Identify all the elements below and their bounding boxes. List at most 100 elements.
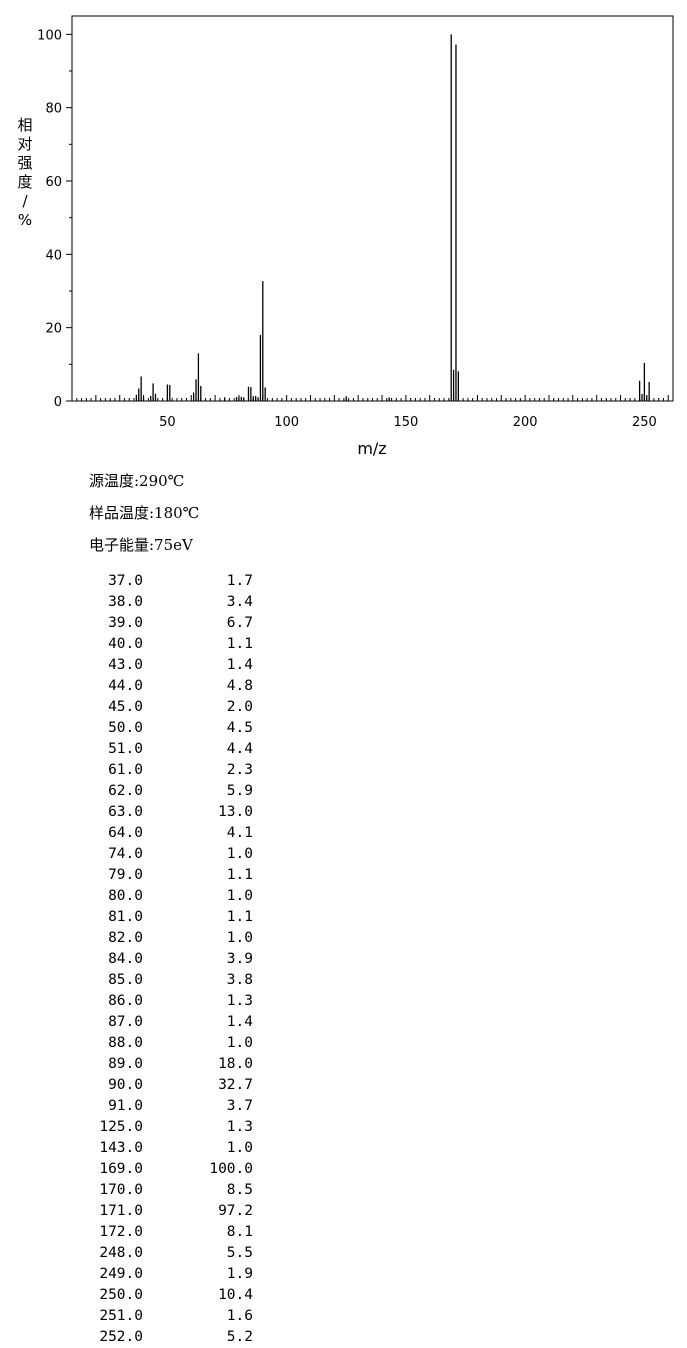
source-temperature: 源温度:290℃ — [89, 472, 185, 490]
table-row: 61.0 2.3 — [90, 760, 270, 781]
mz-value: 38.0 — [108, 594, 143, 610]
intensity-value: 1.1 — [226, 867, 253, 883]
mz-value: 125.0 — [99, 1119, 143, 1135]
intensity-value: 1.3 — [226, 993, 253, 1009]
x-tick-label: 150 — [393, 415, 418, 430]
intensity-value: 4.5 — [226, 720, 253, 736]
intensity-value: 6.7 — [226, 615, 253, 631]
y-tick-label: 100 — [37, 28, 62, 43]
table-row: 172.0 8.1 — [90, 1222, 270, 1243]
mz-value: 40.0 — [108, 636, 143, 652]
x-tick-label: 100 — [274, 415, 299, 430]
mz-value: 89.0 — [108, 1056, 143, 1072]
mz-value: 62.0 — [108, 783, 143, 799]
table-row: 51.0 4.4 — [90, 739, 270, 760]
intensity-value: 1.0 — [226, 1035, 253, 1051]
table-row: 45.0 2.0 — [90, 697, 270, 718]
mz-value: 37.0 — [108, 573, 143, 589]
mz-value: 39.0 — [108, 615, 143, 631]
mz-value: 61.0 — [108, 762, 143, 778]
intensity-value: 8.1 — [226, 1224, 253, 1240]
mz-value: 44.0 — [108, 678, 143, 694]
table-row: 81.0 1.1 — [90, 907, 270, 928]
table-row: 86.0 1.3 — [90, 991, 270, 1012]
mz-value: 51.0 — [108, 741, 143, 757]
x-axis-label: m/z — [357, 439, 386, 458]
peak-table: 37.0 1.7 38.0 3.4 39.0 6.7 40.0 1.1 43.0 1.4 44.0 4… — [90, 571, 270, 1348]
table-row: 248.0 5.5 — [90, 1243, 270, 1264]
y-tick-label: 20 — [45, 322, 62, 337]
table-row: 63.0 13.0 — [90, 802, 270, 823]
intensity-value: 5.5 — [226, 1245, 253, 1261]
intensity-value: 1.0 — [226, 846, 253, 862]
intensity-value: 3.8 — [226, 972, 253, 988]
mz-value: 81.0 — [108, 909, 143, 925]
plot-frame — [71, 15, 674, 402]
mz-value: 169.0 — [99, 1161, 143, 1177]
intensity-value: 1.4 — [226, 657, 253, 673]
table-row: 40.0 1.1 — [90, 634, 270, 655]
intensity-value: 4.8 — [226, 678, 253, 694]
table-row: 39.0 6.7 — [90, 613, 270, 634]
intensity-value: 2.3 — [226, 762, 253, 778]
table-row: 252.0 5.2 — [90, 1327, 270, 1348]
x-minor-ticks — [71, 395, 674, 401]
table-row: 84.0 3.9 — [90, 949, 270, 970]
intensity-value: 1.7 — [226, 573, 253, 589]
table-row: 38.0 3.4 — [90, 592, 270, 613]
y-axis-ticks: 0 20 40 60 80 100 — [37, 28, 72, 410]
mz-value: 64.0 — [108, 825, 143, 841]
table-row: 80.0 1.0 — [90, 886, 270, 907]
mz-value: 90.0 — [108, 1077, 143, 1093]
x-tick-label: 250 — [632, 415, 657, 430]
intensity-value: 100.0 — [209, 1161, 253, 1177]
table-row: 250.0 10.4 — [90, 1285, 270, 1306]
sample-temperature: 样品温度:180℃ — [89, 504, 200, 522]
mz-value: 74.0 — [108, 846, 143, 862]
table-row: 79.0 1.1 — [90, 865, 270, 886]
table-row: 90.0 32.7 — [90, 1075, 270, 1096]
table-row: 170.0 8.5 — [90, 1180, 270, 1201]
intensity-value: 4.4 — [226, 741, 253, 757]
intensity-value: 2.0 — [226, 699, 253, 715]
intensity-value: 5.2 — [226, 1329, 253, 1345]
table-row: 169.0 100.0 — [90, 1159, 270, 1180]
intensity-value: 4.1 — [226, 825, 253, 841]
mz-value: 45.0 — [108, 699, 143, 715]
intensity-value: 5.9 — [226, 783, 253, 799]
intensity-value: 1.4 — [226, 1014, 253, 1030]
mass-spectrum-chart: 0 20 40 60 80 100 50 100 150 200 250 m/z 相对强度/% — [17, 15, 674, 458]
table-row: 82.0 1.0 — [90, 928, 270, 949]
y-tick-label: 40 — [45, 248, 62, 263]
peak-bars — [135, 34, 650, 401]
intensity-value: 3.4 — [226, 594, 253, 610]
mz-value: 50.0 — [108, 720, 143, 736]
table-row: 91.0 3.7 — [90, 1096, 270, 1117]
mz-value: 252.0 — [99, 1329, 143, 1345]
mz-value: 248.0 — [99, 1245, 143, 1261]
table-row: 171.0 97.2 — [90, 1201, 270, 1222]
intensity-value: 1.0 — [226, 930, 253, 946]
intensity-value: 1.3 — [226, 1119, 253, 1135]
table-row: 88.0 1.0 — [90, 1033, 270, 1054]
y-tick-label: 0 — [54, 395, 62, 410]
intensity-value: 3.9 — [226, 951, 253, 967]
mz-value: 79.0 — [108, 867, 143, 883]
intensity-value: 18.0 — [218, 1056, 253, 1072]
mz-value: 143.0 — [99, 1140, 143, 1156]
table-row: 87.0 1.4 — [90, 1012, 270, 1033]
mz-value: 86.0 — [108, 993, 143, 1009]
mz-value: 251.0 — [99, 1308, 143, 1324]
table-row: 85.0 3.8 — [90, 970, 270, 991]
table-row: 43.0 1.4 — [90, 655, 270, 676]
electron-energy: 电子能量:75eV — [89, 536, 193, 554]
table-row: 37.0 1.7 — [90, 571, 270, 592]
mz-value: 43.0 — [108, 657, 143, 673]
x-axis-ticks: 50 100 150 200 250 — [159, 415, 657, 430]
mz-value: 84.0 — [108, 951, 143, 967]
mz-value: 171.0 — [99, 1203, 143, 1219]
mz-value: 172.0 — [99, 1224, 143, 1240]
intensity-value: 1.0 — [226, 888, 253, 904]
intensity-value: 97.2 — [218, 1203, 253, 1219]
mz-value: 85.0 — [108, 972, 143, 988]
